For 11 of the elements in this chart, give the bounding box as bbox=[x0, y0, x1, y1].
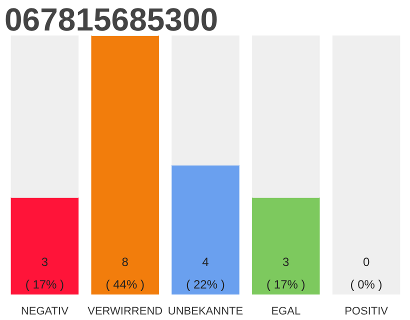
x-tick-label: EGAL bbox=[271, 306, 301, 318]
data-label: 4 ( 22% ) bbox=[186, 255, 225, 292]
chart-title: 067815685300 bbox=[4, 2, 218, 38]
data-label: 3 ( 17% ) bbox=[266, 255, 306, 292]
x-tick-label: VERWIRREND bbox=[88, 306, 163, 318]
x-tick-label: NEGATIV bbox=[20, 306, 70, 318]
x-tick-label: UNBEKANNTE bbox=[168, 306, 244, 318]
x-tick-label: POSITIV bbox=[344, 306, 389, 318]
data-label: 0 ( 0% ) bbox=[350, 255, 382, 292]
data-label: 3 ( 17% ) bbox=[25, 255, 64, 292]
data-label: 8 ( 44% ) bbox=[106, 255, 144, 292]
